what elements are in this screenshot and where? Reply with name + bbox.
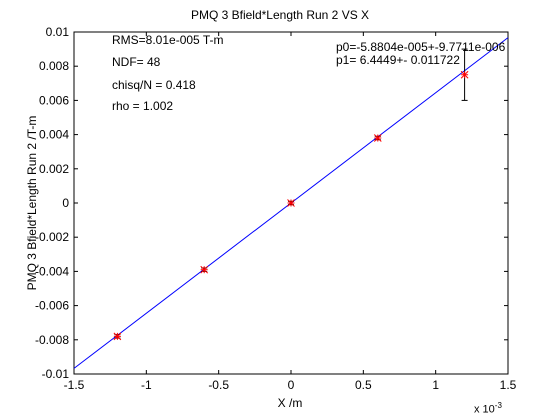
annotation-ndf: NDF= 48 [112, 55, 161, 69]
y-ticks: -0.01 -0.008 -0.006 -0.004 -0.002 0 0.002 0.004… [35, 25, 508, 381]
x-axis-exponent: x 10-3 [474, 401, 502, 416]
annotation-rho: rho = 1.002 [112, 99, 174, 113]
x-tick-label: -1 [141, 378, 152, 392]
x-axis-label: X /m [277, 396, 303, 410]
y-tick-label: 0.004 [39, 128, 69, 142]
data-point [200, 265, 209, 274]
y-tick-label: -0.002 [35, 230, 69, 244]
data-point [113, 332, 122, 341]
y-tick-label: -0.01 [42, 367, 70, 381]
x-tick-label: 0 [288, 378, 295, 392]
data-point-d2 [460, 70, 469, 79]
y-tick-label: -0.008 [35, 333, 69, 347]
y-tick-label: -0.004 [35, 264, 69, 278]
x-tick-label: 0.5 [355, 378, 372, 392]
x-tick-label: -1.5 [64, 378, 85, 392]
annotation-p0: p0=-5.8804e-005+-9.7711e-006 [336, 40, 506, 54]
data-point-d2 [287, 199, 295, 207]
annotation-chisq: chisq/N = 0.418 [112, 78, 196, 92]
series-layer [73, 37, 509, 369]
data-point [373, 134, 382, 142]
y-tick-label: 0.002 [39, 162, 69, 176]
data-point [460, 70, 469, 79]
y-tick-label: 0 [62, 196, 69, 210]
x-tick-label: 1 [432, 378, 439, 392]
x-ticks: -1.5 -1 -0.5 0 0.5 1 1.5 [64, 32, 517, 392]
data-point-d2 [373, 134, 382, 142]
annotation-p1: p1= 6.4449+- 0.011722 [336, 53, 460, 67]
y-tick-label: -0.006 [35, 299, 69, 313]
data-point-d2 [113, 332, 122, 341]
chart-title: PMQ 3 Bfield*Length Run 2 VS X [190, 8, 370, 22]
data-point [287, 199, 295, 207]
y-tick-label: 0.008 [39, 59, 69, 73]
exponent-base: x 10 [474, 403, 495, 416]
x-tick-label: -0.5 [208, 378, 229, 392]
y-tick-label: 0.01 [46, 25, 70, 39]
data-point-d2 [200, 265, 209, 274]
x-tick-label: 1.5 [500, 378, 517, 392]
y-axis-label: PMQ 3 Bfield*Length Run 2 /T-m [25, 115, 39, 291]
y-tick-label: 0.006 [39, 93, 69, 107]
exponent-power: -3 [494, 401, 502, 410]
annotation-rms: RMS=8.01e-005 T-m [112, 33, 224, 47]
